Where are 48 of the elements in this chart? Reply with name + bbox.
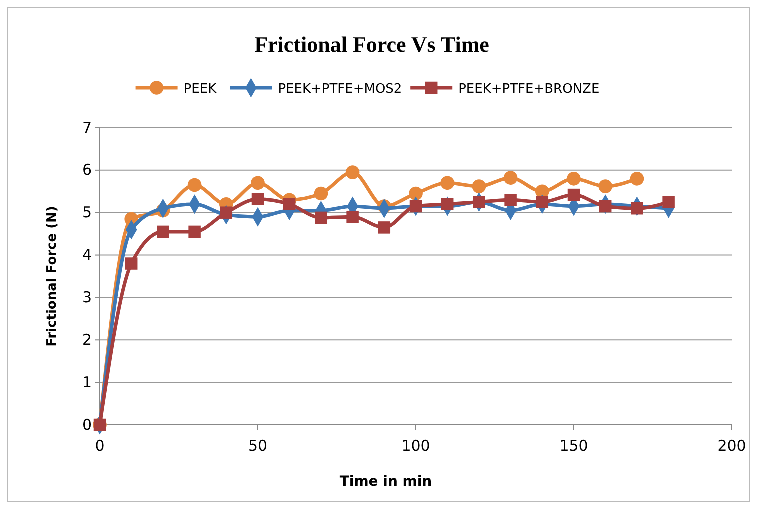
x-tick-label: 0	[95, 437, 105, 455]
legend-label: PEEK	[184, 82, 218, 97]
point	[220, 206, 233, 219]
y-axis-title: Frictional Force (N)	[45, 206, 60, 347]
y-tick-label: 4	[82, 246, 92, 264]
point	[410, 200, 422, 213]
point	[346, 166, 360, 180]
point	[662, 196, 675, 208]
point	[567, 172, 581, 186]
point	[157, 226, 170, 238]
y-tick-label: 3	[82, 288, 92, 307]
y-tick-label: 0	[82, 416, 92, 434]
point	[568, 188, 580, 202]
x-tick-label: 50	[248, 437, 268, 455]
point	[473, 196, 486, 208]
legend-label: PEEK+PTFE+BRONZE	[458, 82, 600, 97]
point	[504, 194, 517, 206]
y-tick-label: 5	[82, 204, 92, 222]
x-axis-title: Time in min	[340, 474, 432, 490]
point	[536, 196, 549, 208]
y-tick-label: 1	[82, 373, 92, 392]
point	[598, 180, 613, 194]
point	[504, 171, 518, 185]
point	[252, 193, 264, 206]
y-tick-label: 7	[82, 118, 92, 137]
y-tick-label: 2	[82, 330, 92, 349]
y-tick-label: 6	[82, 161, 92, 180]
point	[125, 258, 138, 270]
point	[283, 198, 296, 210]
point	[188, 178, 202, 192]
point	[346, 210, 359, 224]
x-tick-label: 100	[402, 437, 430, 455]
point	[314, 186, 328, 201]
point	[188, 226, 201, 238]
point	[630, 172, 644, 186]
point	[409, 186, 423, 201]
point	[315, 212, 328, 224]
point	[599, 200, 612, 213]
point	[251, 176, 265, 190]
point	[440, 176, 455, 190]
point	[441, 198, 454, 210]
legend-label: PEEK+PTFE+MOS2	[278, 82, 402, 97]
point	[378, 222, 391, 234]
point	[472, 180, 486, 194]
point	[631, 202, 644, 215]
x-tick-label: 150	[560, 437, 588, 455]
chart-title: Frictional Force Vs Time	[254, 32, 490, 57]
x-tick-label: 200	[718, 437, 746, 455]
